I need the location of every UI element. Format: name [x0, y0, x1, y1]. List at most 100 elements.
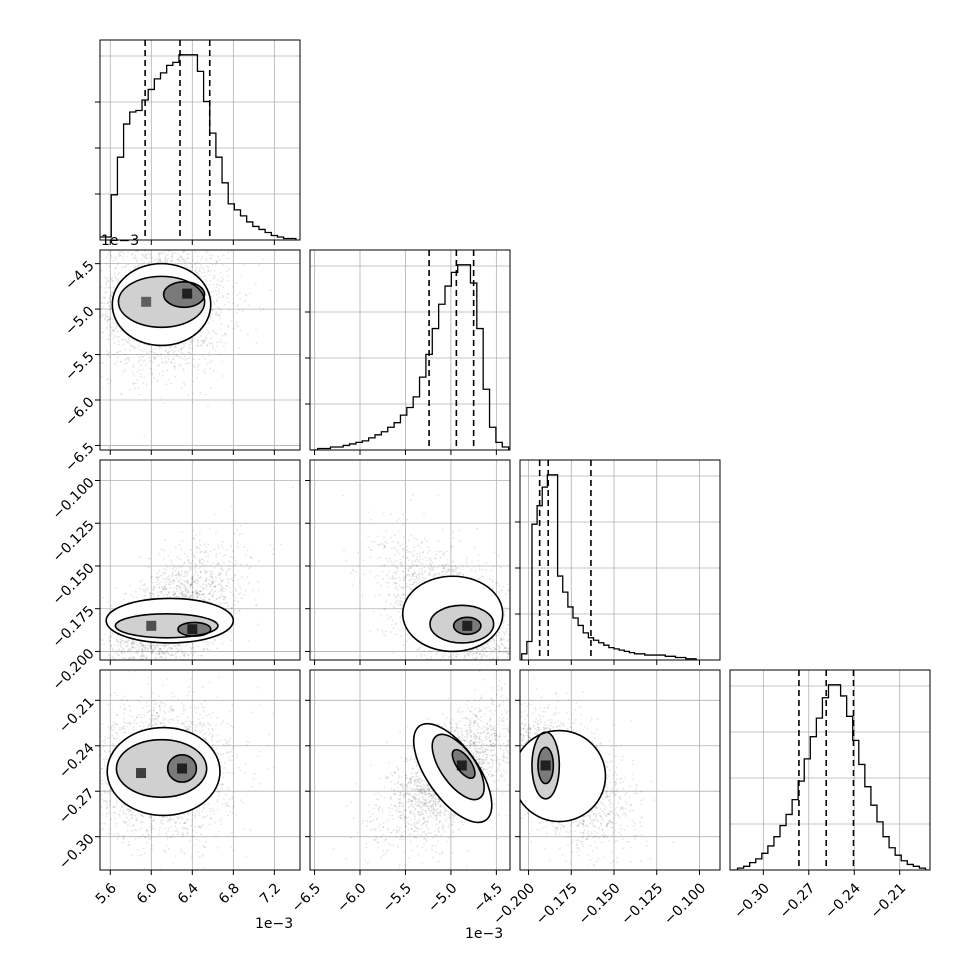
scatter-point: [144, 256, 147, 259]
scatter-point: [131, 253, 134, 256]
scatter-point: [126, 341, 128, 343]
scatter-point: [158, 656, 161, 659]
scatter-point: [181, 683, 183, 685]
scatter-point: [225, 602, 228, 605]
scatter-point: [105, 315, 107, 318]
scatter-point: [225, 548, 228, 551]
scatter-point: [536, 648, 538, 650]
scatter-point: [148, 261, 150, 263]
scatter-point: [254, 598, 257, 601]
scatter-point: [134, 693, 136, 695]
scatter-point: [118, 272, 121, 274]
scatter-point: [216, 345, 219, 347]
scatter-point: [160, 242, 162, 244]
scatter-point: [215, 312, 217, 315]
scatter-point: [199, 559, 202, 562]
scatter-point: [218, 573, 221, 575]
scatter-point: [383, 564, 385, 567]
scatter-point: [180, 674, 182, 676]
scatter-point: [70, 308, 72, 310]
scatter-point: [157, 576, 160, 579]
scatter-point: [147, 262, 150, 265]
scatter-point: [217, 590, 220, 593]
scatter-point: [164, 587, 167, 590]
scatter-point: [202, 649, 205, 652]
scatter-point: [209, 269, 212, 272]
scatter-point: [146, 254, 149, 256]
scatter-point: [169, 672, 171, 674]
scatter-point: [523, 666, 525, 668]
scatter-point: [119, 251, 122, 254]
scatter-point: [164, 676, 166, 678]
scatter-point: [200, 597, 202, 599]
scatter-point: [218, 341, 221, 344]
scatter-point: [504, 606, 507, 609]
scatter-point: [147, 557, 150, 560]
scatter-point: [372, 610, 375, 613]
scatter-point: [123, 690, 125, 692]
scatter-point: [168, 222, 170, 224]
scatter-point: [470, 569, 473, 572]
scatter-point: [511, 669, 513, 671]
scatter-point: [129, 648, 132, 651]
scatter-point: [67, 314, 69, 316]
scatter-point: [218, 596, 221, 599]
scatter-point: [119, 643, 121, 646]
scatter-point: [161, 571, 164, 574]
scatter-point: [407, 569, 410, 572]
scatter-point: [157, 646, 159, 648]
scatter-point: [232, 594, 234, 596]
scatter-point: [207, 266, 210, 269]
scatter-point: [113, 322, 116, 325]
scatter-point: [209, 257, 212, 260]
scatter-point: [202, 583, 204, 586]
scatter-point: [187, 582, 190, 585]
scatter-point: [197, 345, 199, 347]
scatter-point: [194, 268, 197, 271]
scatter-point: [176, 556, 179, 559]
scatter-point: [482, 652, 485, 655]
scatter-point: [118, 255, 121, 258]
scatter-point: [169, 580, 171, 583]
scatter-point: [227, 251, 230, 254]
scatter-point: [121, 650, 124, 653]
scatter-point: [210, 296, 213, 298]
scatter-point: [93, 354, 95, 356]
scatter-point: [203, 598, 206, 601]
scatter-point: [156, 644, 158, 647]
scatter-point: [126, 639, 129, 642]
scatter-point: [145, 383, 148, 386]
scatter-point: [190, 585, 193, 588]
scatter-point: [159, 673, 161, 675]
scatter-point: [179, 259, 182, 262]
scatter-point: [175, 656, 178, 658]
scatter-point: [143, 590, 146, 593]
scatter-point: [159, 259, 162, 262]
scatter-point: [212, 277, 215, 280]
scatter-point: [157, 666, 159, 668]
scatter-point: [180, 573, 183, 576]
scatter-point: [175, 595, 178, 598]
scatter-point: [210, 574, 212, 577]
scatter-point: [95, 304, 97, 306]
scatter-point: [421, 557, 424, 560]
scatter-point: [163, 588, 166, 591]
scatter-point: [188, 566, 191, 569]
scatter-point: [141, 355, 144, 358]
scatter-point: [158, 586, 161, 589]
scatter-point: [111, 320, 114, 323]
scatter-point: [208, 354, 211, 357]
scatter-point: [215, 283, 218, 286]
scatter-point: [160, 548, 163, 551]
scatter-point: [83, 682, 85, 684]
scatter-point: [174, 592, 177, 595]
scatter-point: [397, 540, 400, 543]
scatter-point: [394, 587, 397, 590]
scatter-point: [205, 336, 207, 338]
scatter-point: [108, 318, 110, 321]
scatter-point: [121, 663, 123, 665]
scatter-point: [169, 648, 172, 651]
scatter-point: [177, 350, 180, 352]
scatter-point: [182, 680, 184, 682]
scatter-point: [132, 680, 134, 682]
